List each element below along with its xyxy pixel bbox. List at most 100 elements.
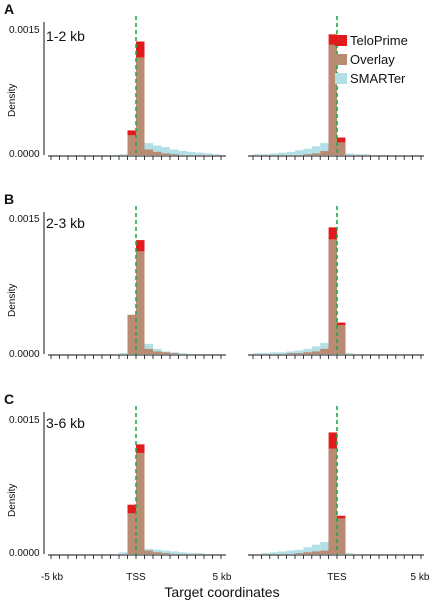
panel-c-tss-bar-smarter (153, 549, 162, 554)
panel-a-tes-bar-smarter (295, 150, 304, 155)
panel-a-tss-bar-smarter (187, 151, 196, 155)
xtick-right-plus5kb: 5 kb (411, 572, 430, 583)
panel-b: B 2-3 kb 0.0015 0.0000 Density (4, 191, 424, 360)
panel-c-tss-bar-smarter (170, 551, 179, 554)
panel-b-ylabel: Density (7, 284, 18, 317)
panel-a-tss-bar-smarter (161, 147, 170, 155)
panel-b-tss-bar-overlay (170, 353, 179, 354)
legend: TeloPrime Overlay SMARTer (335, 33, 408, 86)
panel-c-ylabel: Density (7, 484, 18, 517)
xtick-left-minus5kb: -5 kb (41, 572, 64, 583)
panel-c-ytick-bottom: 0.0000 (9, 548, 40, 559)
panel-a-tes-bar-overlay (320, 151, 329, 155)
panel-a-tss-bar-overlay (144, 149, 153, 155)
panel-b-tes-bar-smarter (345, 353, 354, 354)
panel-a-tes-bar-smarter (261, 154, 270, 155)
panel-a-tss-bar-overlay (153, 151, 162, 155)
panel-b-tss-bar-smarter (119, 353, 128, 354)
panel-a-tss-bar-overlay (127, 135, 136, 155)
panel-a-tes-bar-smarter (320, 143, 329, 155)
panel-c-tss-bar-smarter (178, 552, 187, 554)
panel-b-tes-bar-overlay (303, 352, 312, 354)
panel-a-tss-bar-smarter (170, 149, 179, 155)
panel-b-tes-bar-overlay (328, 239, 337, 354)
panel-b-tes-bar-smarter (320, 342, 329, 354)
panel-a-tes-bar-smarter (253, 154, 262, 155)
panel-b-tes-bar-smarter (303, 348, 312, 354)
panel-b-tes-bar-smarter (278, 352, 287, 354)
panel-c-tss-bar-smarter (119, 552, 128, 554)
panel-a-tes-bar-overlay (328, 44, 337, 156)
legend-swatch-overlay (335, 54, 347, 65)
panel-c-size-label: 3-6 kb (46, 415, 85, 431)
panel-b-tes-bar-smarter (311, 346, 321, 354)
panel-a-tes-bar-smarter (269, 153, 279, 155)
panel-a-tss-bar-smarter (204, 153, 213, 155)
panel-a-tss-bar-smarter (195, 152, 204, 155)
panel-a-plot (43, 16, 424, 160)
panel-a-tes-bar-smarter (311, 146, 321, 155)
panel-a-tes-bar-smarter (303, 148, 312, 155)
xtick-tes: TES (327, 572, 347, 583)
panel-c-tes-bar-smarter (286, 550, 295, 554)
panel-a-ytick-bottom: 0.0000 (9, 149, 40, 160)
panel-b-tss-bar-overlay (136, 251, 145, 354)
panel-c: C 3-6 kb 0.0015 0.0000 Density (4, 391, 424, 559)
panel-c-tes-bar-smarter (320, 542, 329, 554)
panel-a-ylabel: Density (7, 84, 18, 117)
panel-c-tes-bar-overlay (320, 550, 329, 554)
panel-b-tes-bar-smarter (253, 353, 262, 354)
panel-c-tss-bar-smarter (161, 550, 170, 554)
panel-c-tss-bar-smarter (187, 553, 196, 554)
xtick-tss: TSS (126, 572, 146, 583)
panel-c-ytick-top: 0.0015 (9, 415, 40, 426)
panel-a-tss-bar-smarter (212, 154, 221, 155)
panel-a-tes-bar-smarter (353, 154, 363, 155)
panel-c-tes-bar-overlay (295, 553, 304, 554)
panel-a-size-label: 1-2 kb (46, 28, 85, 44)
legend-swatch-smarter (335, 73, 347, 84)
panel-a-tes-bar-smarter (345, 153, 354, 155)
panel-b-tss-bar-overlay (153, 351, 162, 354)
panel-b-tss-bar-overlay (144, 348, 153, 354)
panel-a-tss-bar-smarter (144, 143, 153, 155)
panel-c-tss-bar-overlay (127, 513, 136, 554)
panel-a-tss-bar-overlay (170, 154, 179, 155)
panel-b-tss-bar-smarter (178, 353, 187, 354)
xtick-left-plus5kb: 5 kb (213, 572, 232, 583)
panel-a-tss-bar-overlay (161, 153, 170, 155)
panel-c-tes-bar-overlay (311, 551, 321, 554)
panel-a-letter: A (4, 1, 14, 17)
panel-c-tes-bar-smarter (261, 553, 270, 554)
panel-a-tss-bar-smarter (119, 154, 128, 155)
legend-label-teloprime: TeloPrime (350, 33, 408, 48)
panel-c-tes-bar-smarter (345, 553, 354, 554)
panel-c-tes-bar-overlay (328, 448, 337, 554)
panel-a-tes-bar-smarter (278, 152, 287, 155)
panel-b-letter: B (4, 191, 14, 207)
panel-b-tes-bar-smarter (269, 352, 279, 354)
panel-c-tes-bar-overlay (303, 552, 312, 554)
panel-a-tes-bar-overlay (337, 142, 346, 155)
panel-c-letter: C (4, 391, 14, 407)
panel-b-tes-bar-overlay (286, 353, 295, 354)
legend-swatch-teloprime (335, 35, 347, 46)
panel-b-tss-bar-overlay (161, 352, 170, 354)
panel-c-tes-bar-smarter (311, 544, 321, 554)
panel-b-tes-bar-overlay (311, 351, 321, 354)
panel-a-tes-bar-overlay (303, 154, 312, 155)
panel-b-tes-bar-smarter (295, 350, 304, 354)
panel-a-ytick-top: 0.0015 (9, 25, 40, 36)
panel-b-tss-bar-overlay (127, 314, 136, 354)
panel-a-tes-bar-overlay (311, 153, 321, 155)
panel-c-tes-bar-smarter (295, 549, 304, 554)
panel-c-tes-bar-smarter (269, 552, 279, 554)
panel-c-tss-bar-smarter (195, 553, 204, 554)
panel-b-tes-bar-smarter (261, 353, 270, 354)
panel-b-tes-bar-overlay (295, 353, 304, 354)
panel-b-ytick-top: 0.0015 (9, 214, 40, 225)
panel-c-tss-bar-overlay (153, 552, 162, 554)
x-axis-title: Target coordinates (164, 584, 279, 600)
legend-label-overlay: Overlay (350, 52, 395, 67)
